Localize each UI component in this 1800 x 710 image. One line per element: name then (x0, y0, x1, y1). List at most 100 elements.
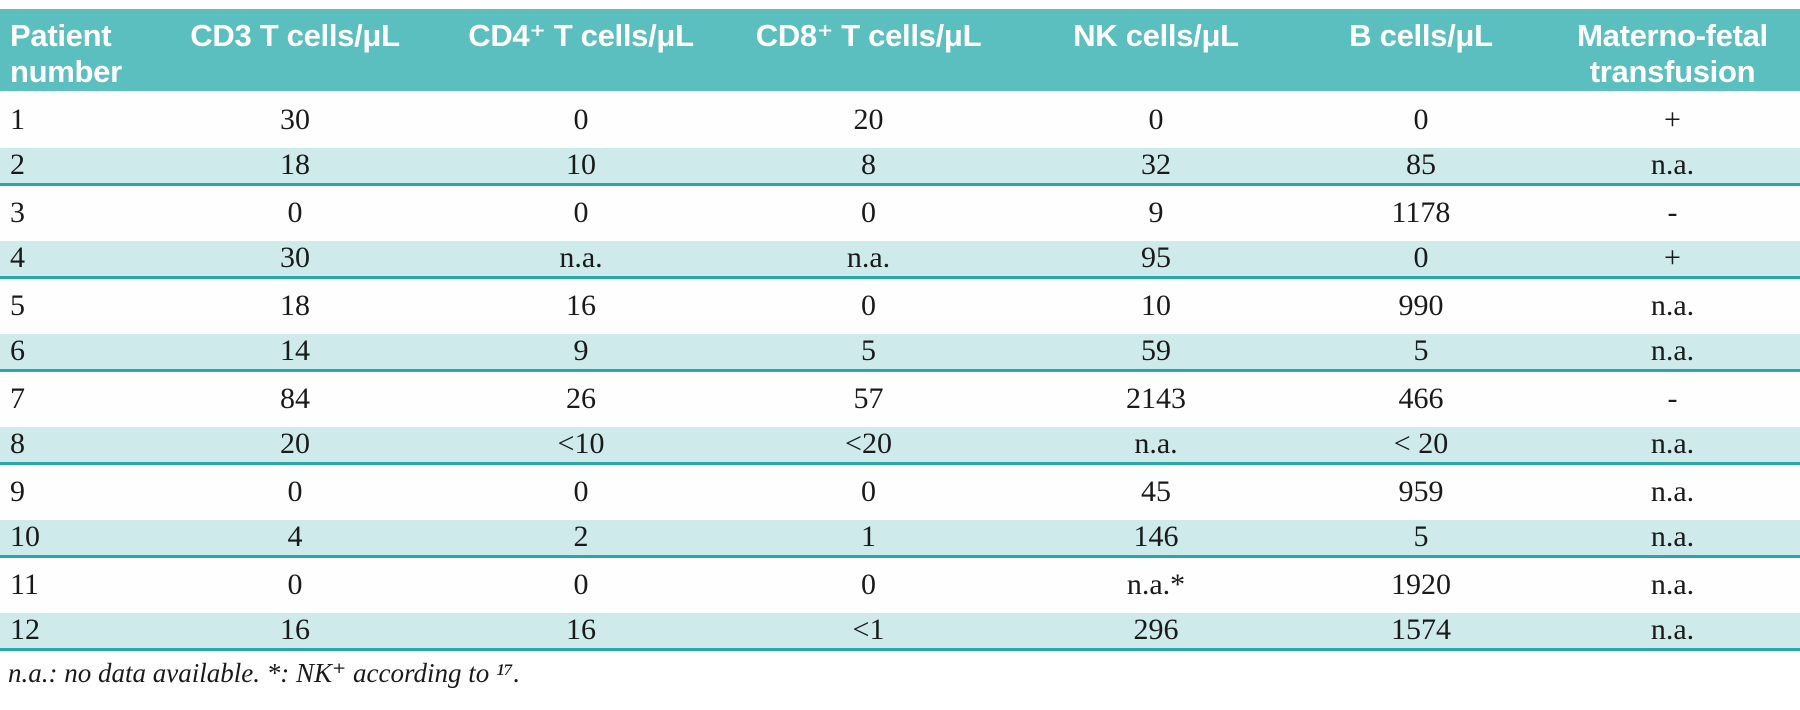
table-cell: <1 (852, 613, 885, 647)
table-row: 2 18 10 8 32 85 n.a. (0, 148, 1800, 184)
table-cell: 1 (861, 520, 876, 554)
table-cell: 26 (566, 382, 596, 416)
table-cell: 1178 (1391, 196, 1451, 230)
table-cell: 4 (10, 241, 25, 275)
col-header-materno-fetal: Materno-fetal transfusion (1545, 9, 1800, 91)
table-cell: 16 (566, 289, 596, 323)
table-cell: 0 (573, 196, 589, 230)
table-cell: n.a. (1650, 334, 1695, 368)
table-cell: 2 (10, 148, 25, 182)
table-cell: + (1664, 241, 1681, 275)
table-cell: 9 (573, 334, 589, 368)
table-cell: 1 (10, 102, 25, 136)
table-cell: 12 (10, 613, 40, 647)
page: Patient number CD3 T cells/μL CD4⁺ T cel… (0, 9, 1800, 688)
table-cell: + (1664, 102, 1681, 136)
table-row: 6 14 9 5 59 5 n.a. (0, 334, 1800, 370)
table-cell: 1920 (1391, 568, 1451, 602)
table-cell: 990 (1398, 289, 1444, 323)
table-cell: 296 (1133, 613, 1179, 647)
table-cell: 0 (861, 568, 876, 602)
table-cell: n.a. (1650, 568, 1695, 602)
table-cell: < 20 (1393, 427, 1449, 461)
table-cell: 20 (280, 427, 310, 461)
table-cell: - (1667, 382, 1678, 416)
table-row: 3 0 0 0 9 1178 - (0, 184, 1800, 241)
table-cell: 1574 (1391, 613, 1451, 647)
patient-lymphocyte-table: Patient number CD3 T cells/μL CD4⁺ T cel… (0, 9, 1800, 651)
table-cell: 30 (280, 102, 310, 136)
table-cell: 7 (10, 382, 25, 416)
table-cell: 14 (280, 334, 310, 368)
table-cell: n.a. (1134, 427, 1178, 461)
table-cell: 84 (280, 382, 310, 416)
table-cell: 959 (1398, 475, 1444, 509)
table-cell: 0 (287, 475, 303, 509)
table-cell: 5 (1413, 334, 1429, 368)
table-cell: 0 (573, 102, 589, 136)
table-cell: 0 (1413, 241, 1429, 275)
table-cell: 10 (566, 148, 596, 182)
table-cell: 9 (1148, 196, 1164, 230)
table-cell: n.a. (559, 241, 603, 275)
table-cell: 0 (1413, 102, 1429, 136)
table-cell: 2143 (1126, 382, 1186, 416)
table-cell: 95 (1141, 241, 1171, 275)
table-cell: 10 (10, 520, 40, 554)
table-row: 9 0 0 0 45 959 n.a. (0, 463, 1800, 520)
table-cell: 6 (10, 334, 25, 368)
col-header-cd3: CD3 T cells/μL (150, 9, 440, 91)
table-cell: 30 (280, 241, 310, 275)
table-cell: 3 (10, 196, 25, 230)
table-row: 12 16 16 <1 296 1574 n.a. (0, 613, 1800, 649)
table-cell: 8 (10, 427, 25, 461)
table-cell: 20 (853, 102, 884, 136)
table-cell: 59 (1141, 334, 1171, 368)
table-row: 4 30 n.a. n.a. 95 0 + (0, 241, 1800, 277)
table-cell: 466 (1398, 382, 1444, 416)
table-cell: 0 (1148, 102, 1164, 136)
table-cell: 146 (1133, 520, 1179, 554)
table-cell: 0 (573, 568, 589, 602)
table-cell: 10 (1141, 289, 1171, 323)
table-cell: 0 (287, 568, 303, 602)
table-cell: n.a.* (1126, 568, 1186, 602)
table-row: 1 30 0 20 0 0 + (0, 91, 1800, 148)
table-cell: <20 (845, 427, 892, 461)
table-cell: <10 (557, 427, 605, 461)
table-row: 11 0 0 0 n.a.* 1920 n.a. (0, 556, 1800, 613)
table-row: 10 4 2 1 146 5 n.a. (0, 520, 1800, 556)
table-cell: n.a. (1650, 520, 1695, 554)
table-cell: n.a. (1650, 475, 1695, 509)
table-cell: 32 (1141, 148, 1171, 182)
col-header-cd8: CD8⁺ T cells/μL (722, 9, 1015, 91)
table-cell: 0 (287, 196, 303, 230)
table-row: 8 20 <10 <20 n.a. < 20 n.a. (0, 427, 1800, 463)
table-cell: 18 (280, 148, 310, 182)
table-cell: 5 (1413, 520, 1429, 554)
col-header-b-cells: B cells/μL (1297, 9, 1545, 91)
table-cell: n.a. (1650, 613, 1695, 647)
table-cell: 11 (10, 568, 39, 602)
table-cell: 57 (853, 382, 884, 416)
col-header-nk: NK cells/μL (1015, 9, 1297, 91)
table-cell: n.a. (846, 241, 891, 275)
table-cell: 18 (280, 289, 310, 323)
col-header-patient-number: Patient number (0, 9, 150, 91)
table-cell: 8 (861, 148, 876, 182)
table-cell: 0 (861, 475, 876, 509)
table-cell: 16 (280, 613, 310, 647)
table-cell: 85 (1406, 148, 1436, 182)
table-cell: n.a. (1650, 427, 1695, 461)
table-cell: 45 (1141, 475, 1171, 509)
table-cell: 4 (287, 520, 303, 554)
table-cell: 2 (573, 520, 589, 554)
table-cell: 9 (10, 475, 25, 509)
table-cell: 16 (566, 613, 596, 647)
table-body: 1 30 0 20 0 0 + 2 18 10 8 32 85 n.a. 3 0… (0, 91, 1800, 649)
table-cell: 0 (861, 196, 876, 230)
table-cell: - (1667, 196, 1678, 230)
table-cell: n.a. (1650, 148, 1695, 182)
table-header-row: Patient number CD3 T cells/μL CD4⁺ T cel… (0, 9, 1800, 91)
table-cell: 5 (861, 334, 876, 368)
